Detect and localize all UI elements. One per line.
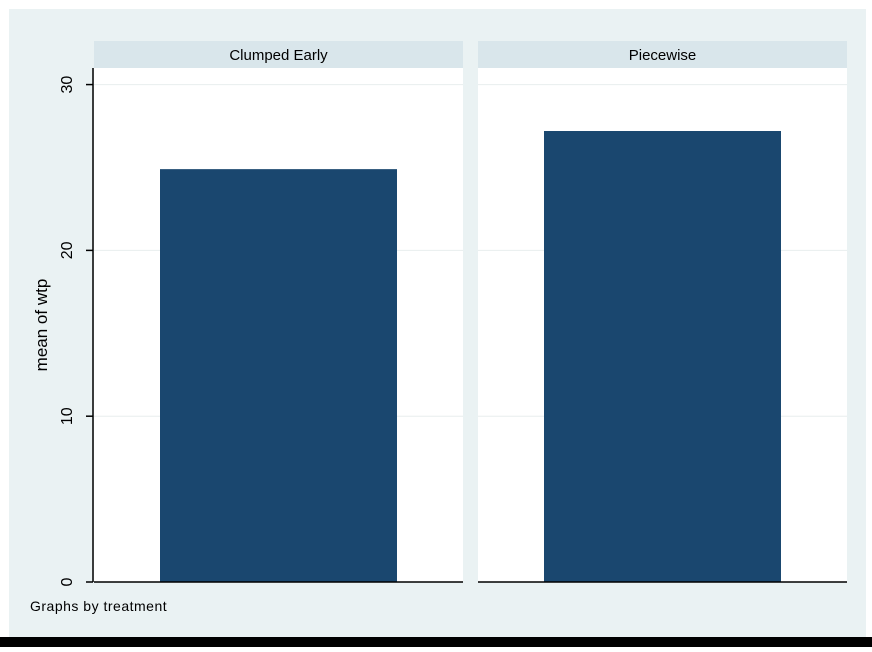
y-axis-title: mean of wtp	[32, 279, 51, 372]
bottom-border	[0, 637, 872, 647]
chart-note: Graphs by treatment	[30, 598, 167, 614]
y-tick-label: 0	[59, 577, 76, 586]
bar-2	[544, 131, 781, 582]
panel-2-title: Piecewise	[629, 47, 697, 64]
y-tick-label: 10	[59, 407, 76, 425]
y-tick-label: 20	[59, 241, 76, 259]
panel-2-strip	[478, 41, 847, 68]
y-tick-label: 30	[59, 76, 76, 94]
bar-1	[160, 169, 397, 582]
panel-1-strip	[94, 41, 463, 68]
panel-1-title: Clumped Early	[229, 47, 328, 64]
